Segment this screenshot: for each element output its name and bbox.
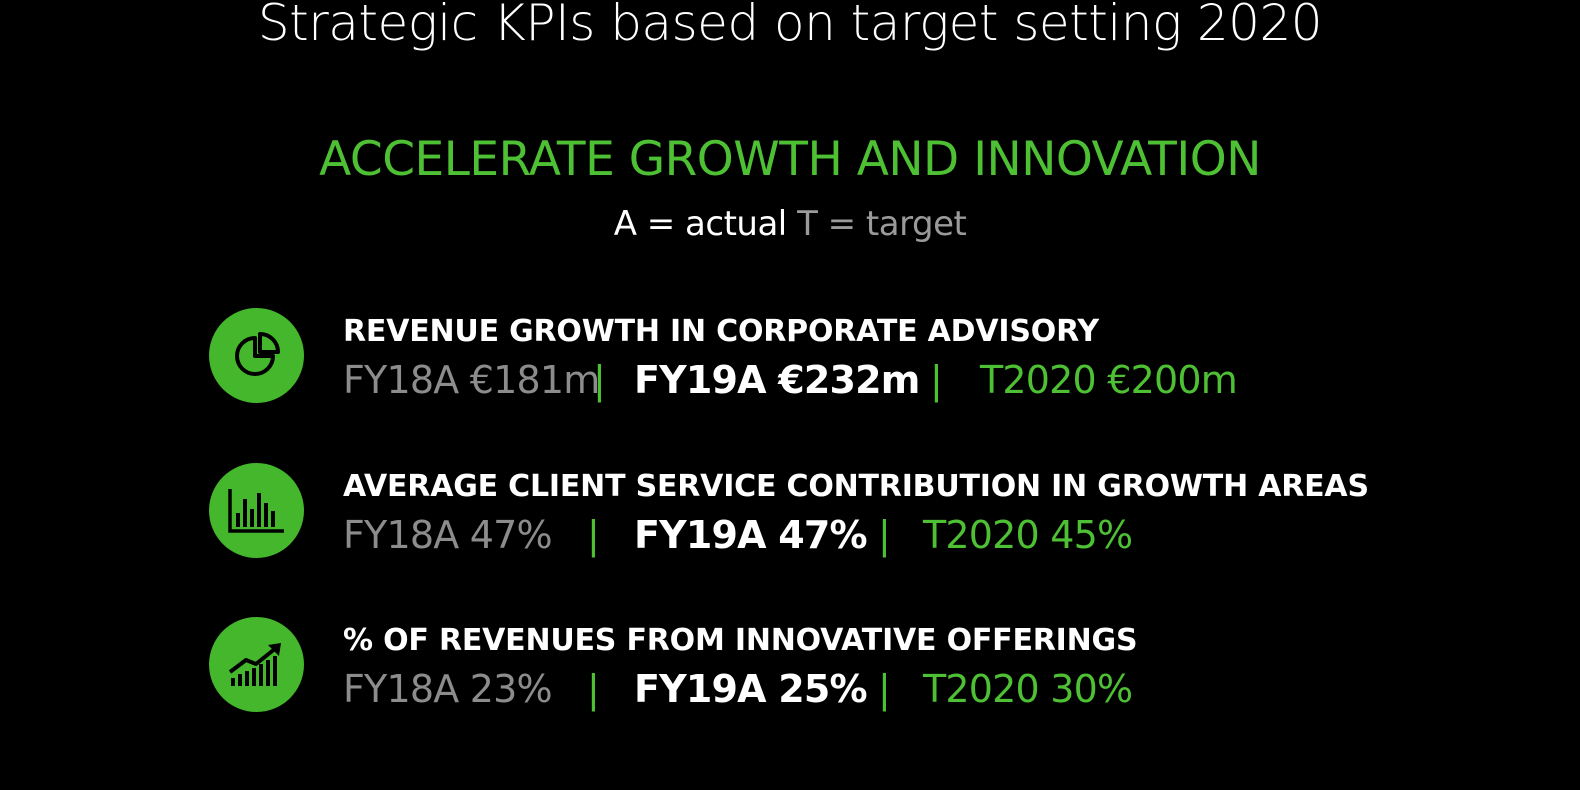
kpi-prior-value: FY18A €181m <box>343 358 600 402</box>
kpi-separator: | <box>878 513 891 557</box>
bar-chart-icon <box>209 463 304 558</box>
kpi-prior-value: FY18A 23% <box>343 667 553 711</box>
kpi-client-service-contribution: AVERAGE CLIENT SERVICE CONTRIBUTION IN G… <box>0 463 1580 573</box>
kpi-prior-value: FY18A 47% <box>343 513 553 557</box>
kpi-target-value: T2020 30% <box>923 667 1133 711</box>
kpi-separator: | <box>878 667 891 711</box>
legend: A = actual T = target <box>0 204 1580 244</box>
kpi-current-value: FY19A €232m <box>634 358 920 402</box>
kpi-heading: REVENUE GROWTH IN CORPORATE ADVISORY <box>343 314 1099 349</box>
kpi-revenue-growth: REVENUE GROWTH IN CORPORATE ADVISORY FY1… <box>0 308 1580 418</box>
kpi-current-value: FY19A 47% <box>634 513 868 557</box>
page-title: Strategic KPIs based on target setting 2… <box>257 0 1323 52</box>
section-subtitle: ACCELERATE GROWTH AND INNOVATION <box>319 132 1261 187</box>
growth-chart-icon <box>209 617 304 712</box>
kpi-separator: | <box>587 667 600 711</box>
kpi-separator: | <box>587 513 600 557</box>
kpi-innovative-offerings: % OF REVENUES FROM INNOVATIVE OFFERINGS … <box>0 617 1580 727</box>
kpi-separator: | <box>930 358 943 402</box>
kpi-separator: | <box>593 358 606 402</box>
legend-target: T = target <box>797 204 967 244</box>
kpi-target-value: T2020 45% <box>923 513 1133 557</box>
pie-chart-icon <box>209 308 304 403</box>
kpi-heading: % OF REVENUES FROM INNOVATIVE OFFERINGS <box>343 623 1138 658</box>
kpi-target-value: T2020 €200m <box>980 358 1238 402</box>
kpi-current-value: FY19A 25% <box>634 667 868 711</box>
legend-actual: A = actual <box>613 204 788 244</box>
kpi-heading: AVERAGE CLIENT SERVICE CONTRIBUTION IN G… <box>343 469 1369 504</box>
